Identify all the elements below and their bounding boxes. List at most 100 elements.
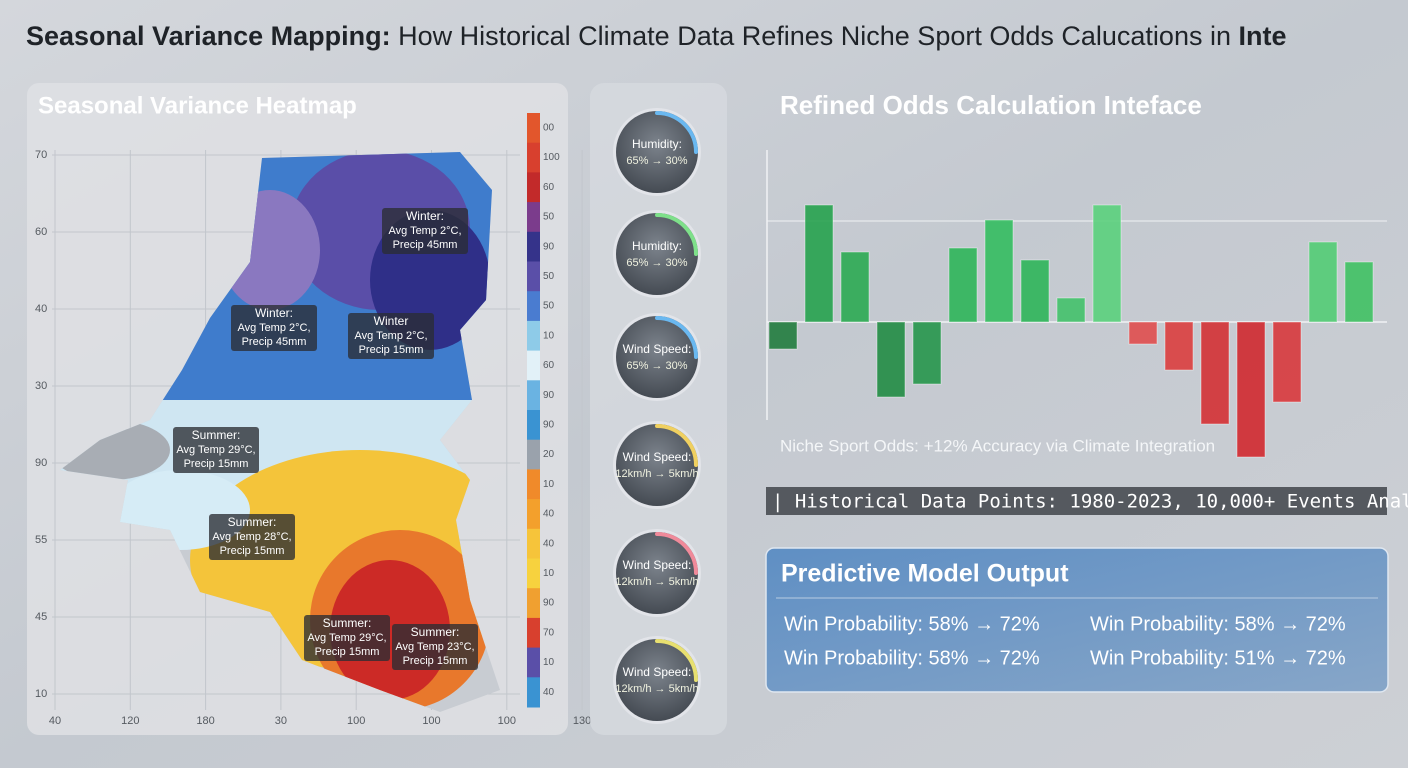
bar (804, 204, 834, 323)
y-label: 40 (35, 303, 47, 315)
colorbar-label: 10 (543, 479, 555, 490)
card-bg (765, 547, 1389, 693)
colorbar-label: 20 (543, 449, 555, 460)
gauge-arc (655, 639, 698, 682)
colorbar-segment (527, 350, 540, 381)
colorbar-label: 90 (543, 390, 555, 401)
bar (948, 247, 978, 323)
colorbar-label: 10 (543, 568, 555, 579)
bar (1236, 321, 1266, 458)
annotation-line: Avg Temp 28°C, (212, 531, 291, 543)
colorbar-segment (527, 202, 540, 233)
bar (1164, 321, 1194, 371)
bar (1200, 321, 1230, 425)
title-lead: Seasonal Variance Mapping: (26, 21, 391, 51)
colorbar-label: 90 (543, 419, 555, 430)
gauge-label: Humidity: (632, 137, 682, 151)
colorbar-label: 50 (543, 212, 555, 223)
annotation-line: Winter (374, 314, 409, 328)
bar (1092, 204, 1122, 323)
colorbar-label: 40 (543, 538, 555, 549)
colorbar-segment (527, 172, 540, 203)
y-label: 70 (35, 149, 47, 161)
colorbar-segment (527, 528, 540, 559)
annotation-line: Avg Temp 2°C, (388, 225, 461, 237)
gauge-value: 12km/h → 5km/h (615, 683, 698, 695)
bar (876, 321, 906, 398)
data-points: | Historical Data Points: 1980-2023, 10,… (772, 491, 1408, 513)
gauge-arc (655, 316, 698, 359)
annotation-box (173, 427, 259, 473)
colorbar-segment (527, 231, 540, 262)
colorbar-segment (527, 380, 540, 411)
x-label: 40 (49, 715, 61, 727)
colorbar-segment (527, 499, 540, 530)
model-lines: Win Probability: 58% → 72% Win Probabilit… (784, 613, 1346, 669)
title-rest: How Historical Climate Data Refines Nich… (398, 21, 1231, 51)
gauge-face (616, 424, 698, 506)
bar (1272, 321, 1302, 403)
annotation-line: Winter: (406, 209, 444, 223)
gauge-face (616, 111, 698, 193)
annotation-box (382, 208, 468, 254)
colorbar-segment (527, 113, 540, 144)
bar (768, 321, 798, 350)
annotation-line: Avg Temp 29°C, (307, 632, 386, 644)
annotation-box (231, 305, 317, 351)
bar (840, 251, 870, 323)
colorbar-segment (527, 439, 540, 470)
annotation-box (304, 615, 390, 661)
gauge-value: 65% → 30% (626, 360, 687, 372)
odds-panel: Refined Odds Calculation Inteface Niche … (766, 90, 1408, 515)
y-label: 30 (35, 380, 47, 392)
model-line: Win Probability: 51% → 72% (1090, 647, 1346, 669)
annotation-line: Avg Temp 29°C, (176, 444, 255, 456)
colorbar-label: 50 (543, 301, 555, 312)
annotation-line: Precip 15mm (359, 344, 424, 356)
annotation-line: Precip 15mm (184, 458, 249, 470)
annotation-line: Summer: (192, 428, 241, 442)
annotation-line: Avg Temp 23°C, (395, 641, 474, 653)
y-label: 10 (35, 688, 47, 700)
panel-title: Refined Odds Calculation Inteface (780, 90, 1202, 120)
annotation-box (209, 514, 295, 560)
colorbar-segment (527, 261, 540, 292)
colorbar-segment (527, 617, 540, 649)
gauge-label: Wind Speed: (623, 342, 692, 356)
annotation-line: Precip 15mm (315, 646, 380, 658)
colorbar-segment (527, 291, 540, 322)
annotation-line: Precip 15mm (403, 655, 468, 667)
colorbar-segment (527, 142, 540, 173)
title-tail: Inte (1239, 21, 1287, 51)
colorbar-segment (527, 410, 540, 441)
gauge-panel: Humidity: 65% → 30% Humidity: 65% → 30% Wind… (590, 83, 727, 735)
colorbar-label: 70 (543, 627, 555, 638)
bar (1056, 297, 1086, 323)
y-label: 45 (35, 611, 47, 623)
model-line: Win Probability: 58% → 72% (784, 647, 1040, 669)
gauge-label: Humidity: (632, 239, 682, 253)
bar (1344, 261, 1374, 323)
colorbar-label: 60 (543, 182, 555, 193)
card-title: Predictive Model Output (781, 560, 1069, 588)
colorbar: 00 100 60 50 90 50 50 10 60 90 90 20 10 40 40 10 90 70 10 4… (527, 113, 560, 708)
bar (912, 321, 942, 385)
gauge-label: Wind Speed: (623, 558, 692, 572)
model-line: Win Probability: 58% → 72% (784, 613, 1040, 635)
annotation-line: Summer: (411, 625, 460, 639)
colorbar-label: 10 (543, 657, 555, 668)
gauge-value: 65% → 30% (626, 257, 687, 269)
annotation-box (392, 624, 478, 670)
annotation-line: Avg Temp 2°C, (237, 322, 310, 334)
annotation-box (348, 313, 434, 359)
gauge-value: 12km/h → 5km/h (615, 468, 698, 480)
gauge-label: Wind Speed: (623, 665, 692, 679)
bar (1128, 321, 1158, 345)
gauge-value: 65% → 30% (626, 155, 687, 167)
annotations: Winter: Avg Temp 2°C, Precip 45mm Winter: Av… (173, 208, 478, 670)
gauge-face (616, 532, 698, 614)
annotation-line: Summer: (228, 515, 277, 529)
y-label: 60 (35, 226, 47, 238)
